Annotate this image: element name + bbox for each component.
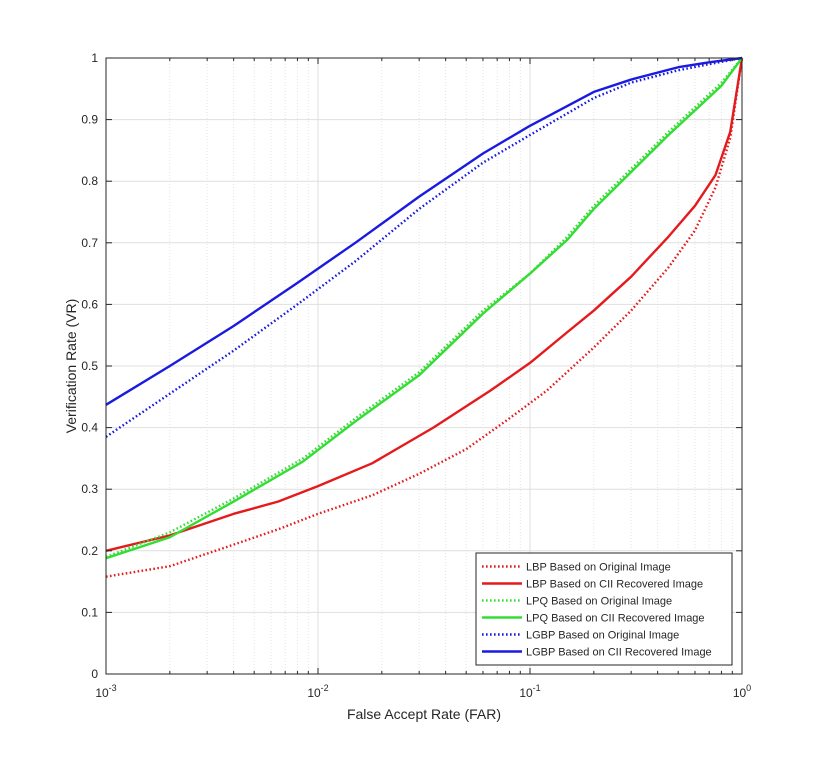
legend: LBP Based on Original Image LBP Based on … [475,552,733,666]
legend-label-6: LGBP Based on CII Recovered Image [526,647,712,659]
legend-label-1: LBP Based on Original Image [526,562,671,574]
y-tick-label: 0.8 [81,174,98,188]
y-tick-label: 0.9 [81,113,98,127]
x-axis-label: False Accept Rate (FAR) [347,706,501,722]
y-tick-label: 0 [91,667,98,681]
x-tick-label: 10-2 [307,683,328,700]
x-tick-label: 100 [733,683,751,700]
y-tick-label: 0.3 [81,482,98,496]
x-tick-label: 10-1 [519,683,540,700]
y-tick-label: 0.7 [81,236,98,250]
tick-labels: 0 0.1 0.2 0.3 0.4 0.5 0.6 0.7 0.8 0.9 1 10-3 10-2 10-… [81,51,751,700]
series-line-3 [105,57,743,559]
x-tick-label: 10-3 [95,683,116,700]
y-tick-label: 1 [91,51,98,65]
y-tick-label: 0.4 [81,421,98,435]
series-line-1 [105,57,744,578]
legend-box [475,552,733,666]
series-layer [105,56,744,578]
y-tick-label: 0.5 [81,359,98,373]
y-axis-label: Verification Rate (VR) [63,299,79,434]
legend-label-5: LGBP Based on Original Image [526,630,679,642]
y-tick-label: 0.6 [81,297,98,311]
legend-label-4: LPQ Based on CII Recovered Image [526,613,705,625]
series-line-2 [105,57,744,552]
legend-label-3: LPQ Based on Original Image [526,596,672,608]
legend-label-2: LBP Based on CII Recovered Image [526,579,703,591]
y-tick-label: 0.1 [81,605,98,619]
series-line-4 [105,57,743,560]
axes [105,57,743,675]
series-line-6 [105,56,743,406]
y-tick-label: 0.2 [81,544,98,558]
